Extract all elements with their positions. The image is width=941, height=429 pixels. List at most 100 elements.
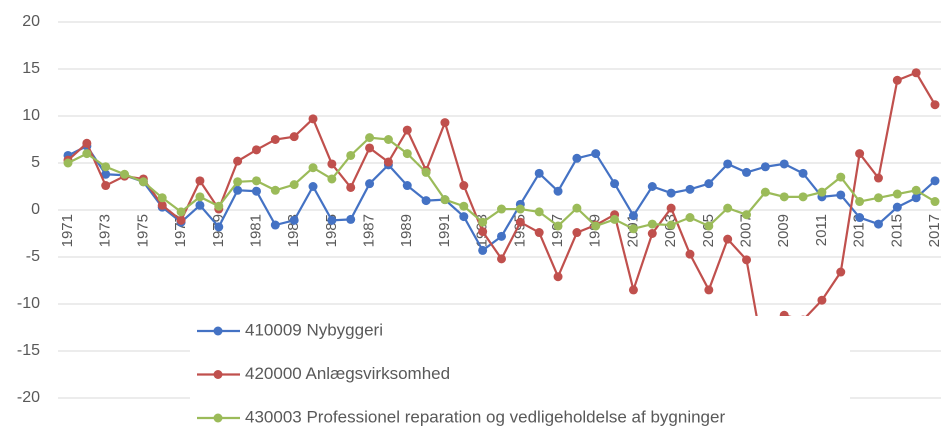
data-point bbox=[628, 224, 638, 234]
data-point bbox=[723, 203, 733, 213]
data-point bbox=[157, 200, 167, 210]
data-point bbox=[873, 193, 883, 203]
data-point bbox=[402, 149, 412, 159]
data-point bbox=[365, 179, 375, 189]
data-point bbox=[289, 180, 299, 190]
x-tick-label: 1981 bbox=[247, 214, 264, 247]
legend-marker bbox=[213, 413, 223, 423]
data-point bbox=[572, 228, 582, 238]
data-point bbox=[251, 176, 261, 186]
data-point bbox=[101, 162, 111, 172]
data-point bbox=[798, 168, 808, 178]
y-tick-label: 20 bbox=[22, 13, 40, 30]
data-point bbox=[270, 185, 280, 195]
data-point bbox=[101, 169, 111, 179]
data-point bbox=[308, 182, 318, 191]
data-point bbox=[647, 219, 657, 229]
data-point bbox=[892, 189, 902, 199]
data-point bbox=[402, 125, 412, 135]
legend-label: 420000 Anlægsvirksomhed bbox=[245, 364, 450, 383]
data-point bbox=[892, 75, 902, 85]
data-point bbox=[157, 193, 167, 203]
data-point bbox=[289, 215, 299, 225]
data-point bbox=[930, 197, 940, 207]
x-tick-label: 2015 bbox=[888, 214, 905, 247]
data-point bbox=[704, 221, 714, 231]
series bbox=[63, 141, 940, 255]
data-point bbox=[647, 229, 657, 238]
data-point bbox=[817, 187, 827, 197]
data-point bbox=[421, 196, 431, 206]
data-point bbox=[873, 173, 883, 183]
data-point bbox=[534, 207, 544, 217]
x-tick-label: 1971 bbox=[59, 214, 76, 247]
x-tick-label: 1997 bbox=[549, 214, 566, 247]
x-tick-label: 1987 bbox=[361, 214, 378, 247]
data-point bbox=[817, 295, 827, 305]
data-point bbox=[82, 149, 92, 159]
x-tick-label: 2009 bbox=[775, 214, 792, 247]
x-tick-label: 2011 bbox=[813, 214, 830, 246]
data-point bbox=[402, 181, 412, 191]
x-tick-label: 2017 bbox=[926, 214, 941, 247]
data-point bbox=[346, 150, 356, 160]
data-point bbox=[327, 174, 337, 184]
data-point bbox=[685, 249, 695, 259]
data-point bbox=[553, 272, 563, 282]
data-point bbox=[742, 210, 752, 220]
data-point bbox=[515, 204, 525, 214]
data-point bbox=[251, 186, 261, 196]
data-point bbox=[798, 192, 808, 202]
series bbox=[63, 133, 940, 234]
y-tick-label: -10 bbox=[17, 295, 40, 312]
y-tick-label: 15 bbox=[22, 60, 40, 77]
data-point bbox=[308, 114, 318, 124]
data-point bbox=[440, 195, 450, 205]
data-point bbox=[704, 179, 714, 189]
y-tick-label: -5 bbox=[26, 248, 40, 265]
data-point bbox=[836, 172, 846, 182]
data-point bbox=[327, 159, 337, 169]
data-point bbox=[855, 149, 865, 159]
data-point bbox=[553, 221, 563, 231]
data-point bbox=[459, 201, 469, 211]
data-point bbox=[515, 217, 525, 227]
legend-marker bbox=[213, 326, 223, 336]
data-point bbox=[233, 185, 243, 195]
data-point bbox=[459, 181, 469, 191]
data-point bbox=[779, 159, 789, 169]
data-point bbox=[233, 177, 243, 187]
data-point bbox=[308, 163, 318, 173]
data-point bbox=[591, 149, 601, 159]
data-point bbox=[289, 132, 299, 142]
data-point bbox=[497, 204, 506, 214]
data-point bbox=[214, 201, 224, 211]
data-point bbox=[534, 168, 544, 178]
data-point bbox=[214, 222, 224, 232]
data-point bbox=[873, 219, 883, 229]
data-point bbox=[572, 203, 582, 213]
legend-label: 410009 Nybyggeri bbox=[245, 320, 383, 339]
x-tick-label: 1991 bbox=[436, 214, 453, 247]
data-point bbox=[421, 167, 431, 177]
data-point bbox=[628, 211, 638, 221]
data-point bbox=[270, 135, 280, 144]
x-tick-label: 2013 bbox=[851, 214, 868, 247]
data-point bbox=[82, 138, 92, 148]
data-point bbox=[591, 221, 601, 231]
data-point bbox=[534, 228, 544, 238]
data-point bbox=[666, 188, 676, 198]
data-point bbox=[742, 255, 752, 265]
data-point bbox=[365, 133, 375, 143]
data-point bbox=[365, 143, 375, 153]
data-point bbox=[120, 169, 130, 179]
data-point bbox=[440, 118, 450, 128]
data-point bbox=[497, 231, 506, 241]
y-tick-label: 5 bbox=[31, 154, 40, 171]
data-point bbox=[478, 245, 488, 255]
data-point bbox=[704, 285, 714, 295]
data-point bbox=[383, 135, 393, 144]
legend-box bbox=[190, 316, 850, 429]
data-point bbox=[855, 213, 865, 223]
